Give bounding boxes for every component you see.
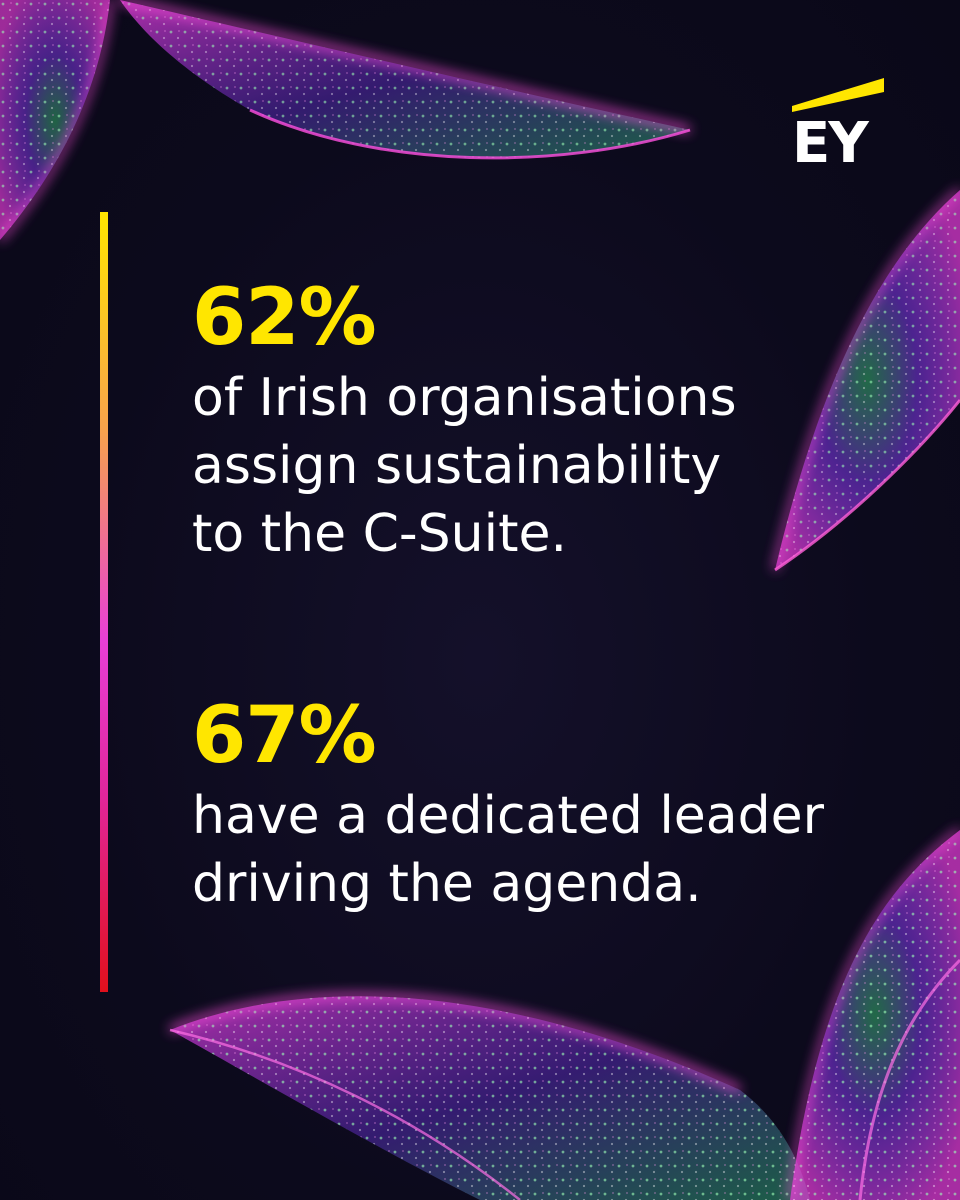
logo-text: EY xyxy=(792,111,869,176)
stat-block-2: 67% have a dedicated leader driving the … xyxy=(192,690,892,918)
leaf-bottom xyxy=(168,993,810,1200)
ey-logo: EY xyxy=(790,76,886,172)
stat-block-1: 62% of Irish organisations assign sustai… xyxy=(192,272,892,568)
leaf-top-left xyxy=(0,0,113,242)
leaf-right xyxy=(772,188,960,572)
stat-value: 67% xyxy=(192,691,377,781)
stat-description: have a dedicated leader driving the agen… xyxy=(192,786,825,914)
stat-value: 62% xyxy=(192,273,377,363)
leaf-bottom-right xyxy=(787,828,960,1200)
accent-gradient-line xyxy=(100,212,108,992)
stat-description: of Irish organisations assign sustainabi… xyxy=(192,368,737,564)
leaf-top xyxy=(119,0,691,160)
logo-beam-icon xyxy=(792,78,884,112)
